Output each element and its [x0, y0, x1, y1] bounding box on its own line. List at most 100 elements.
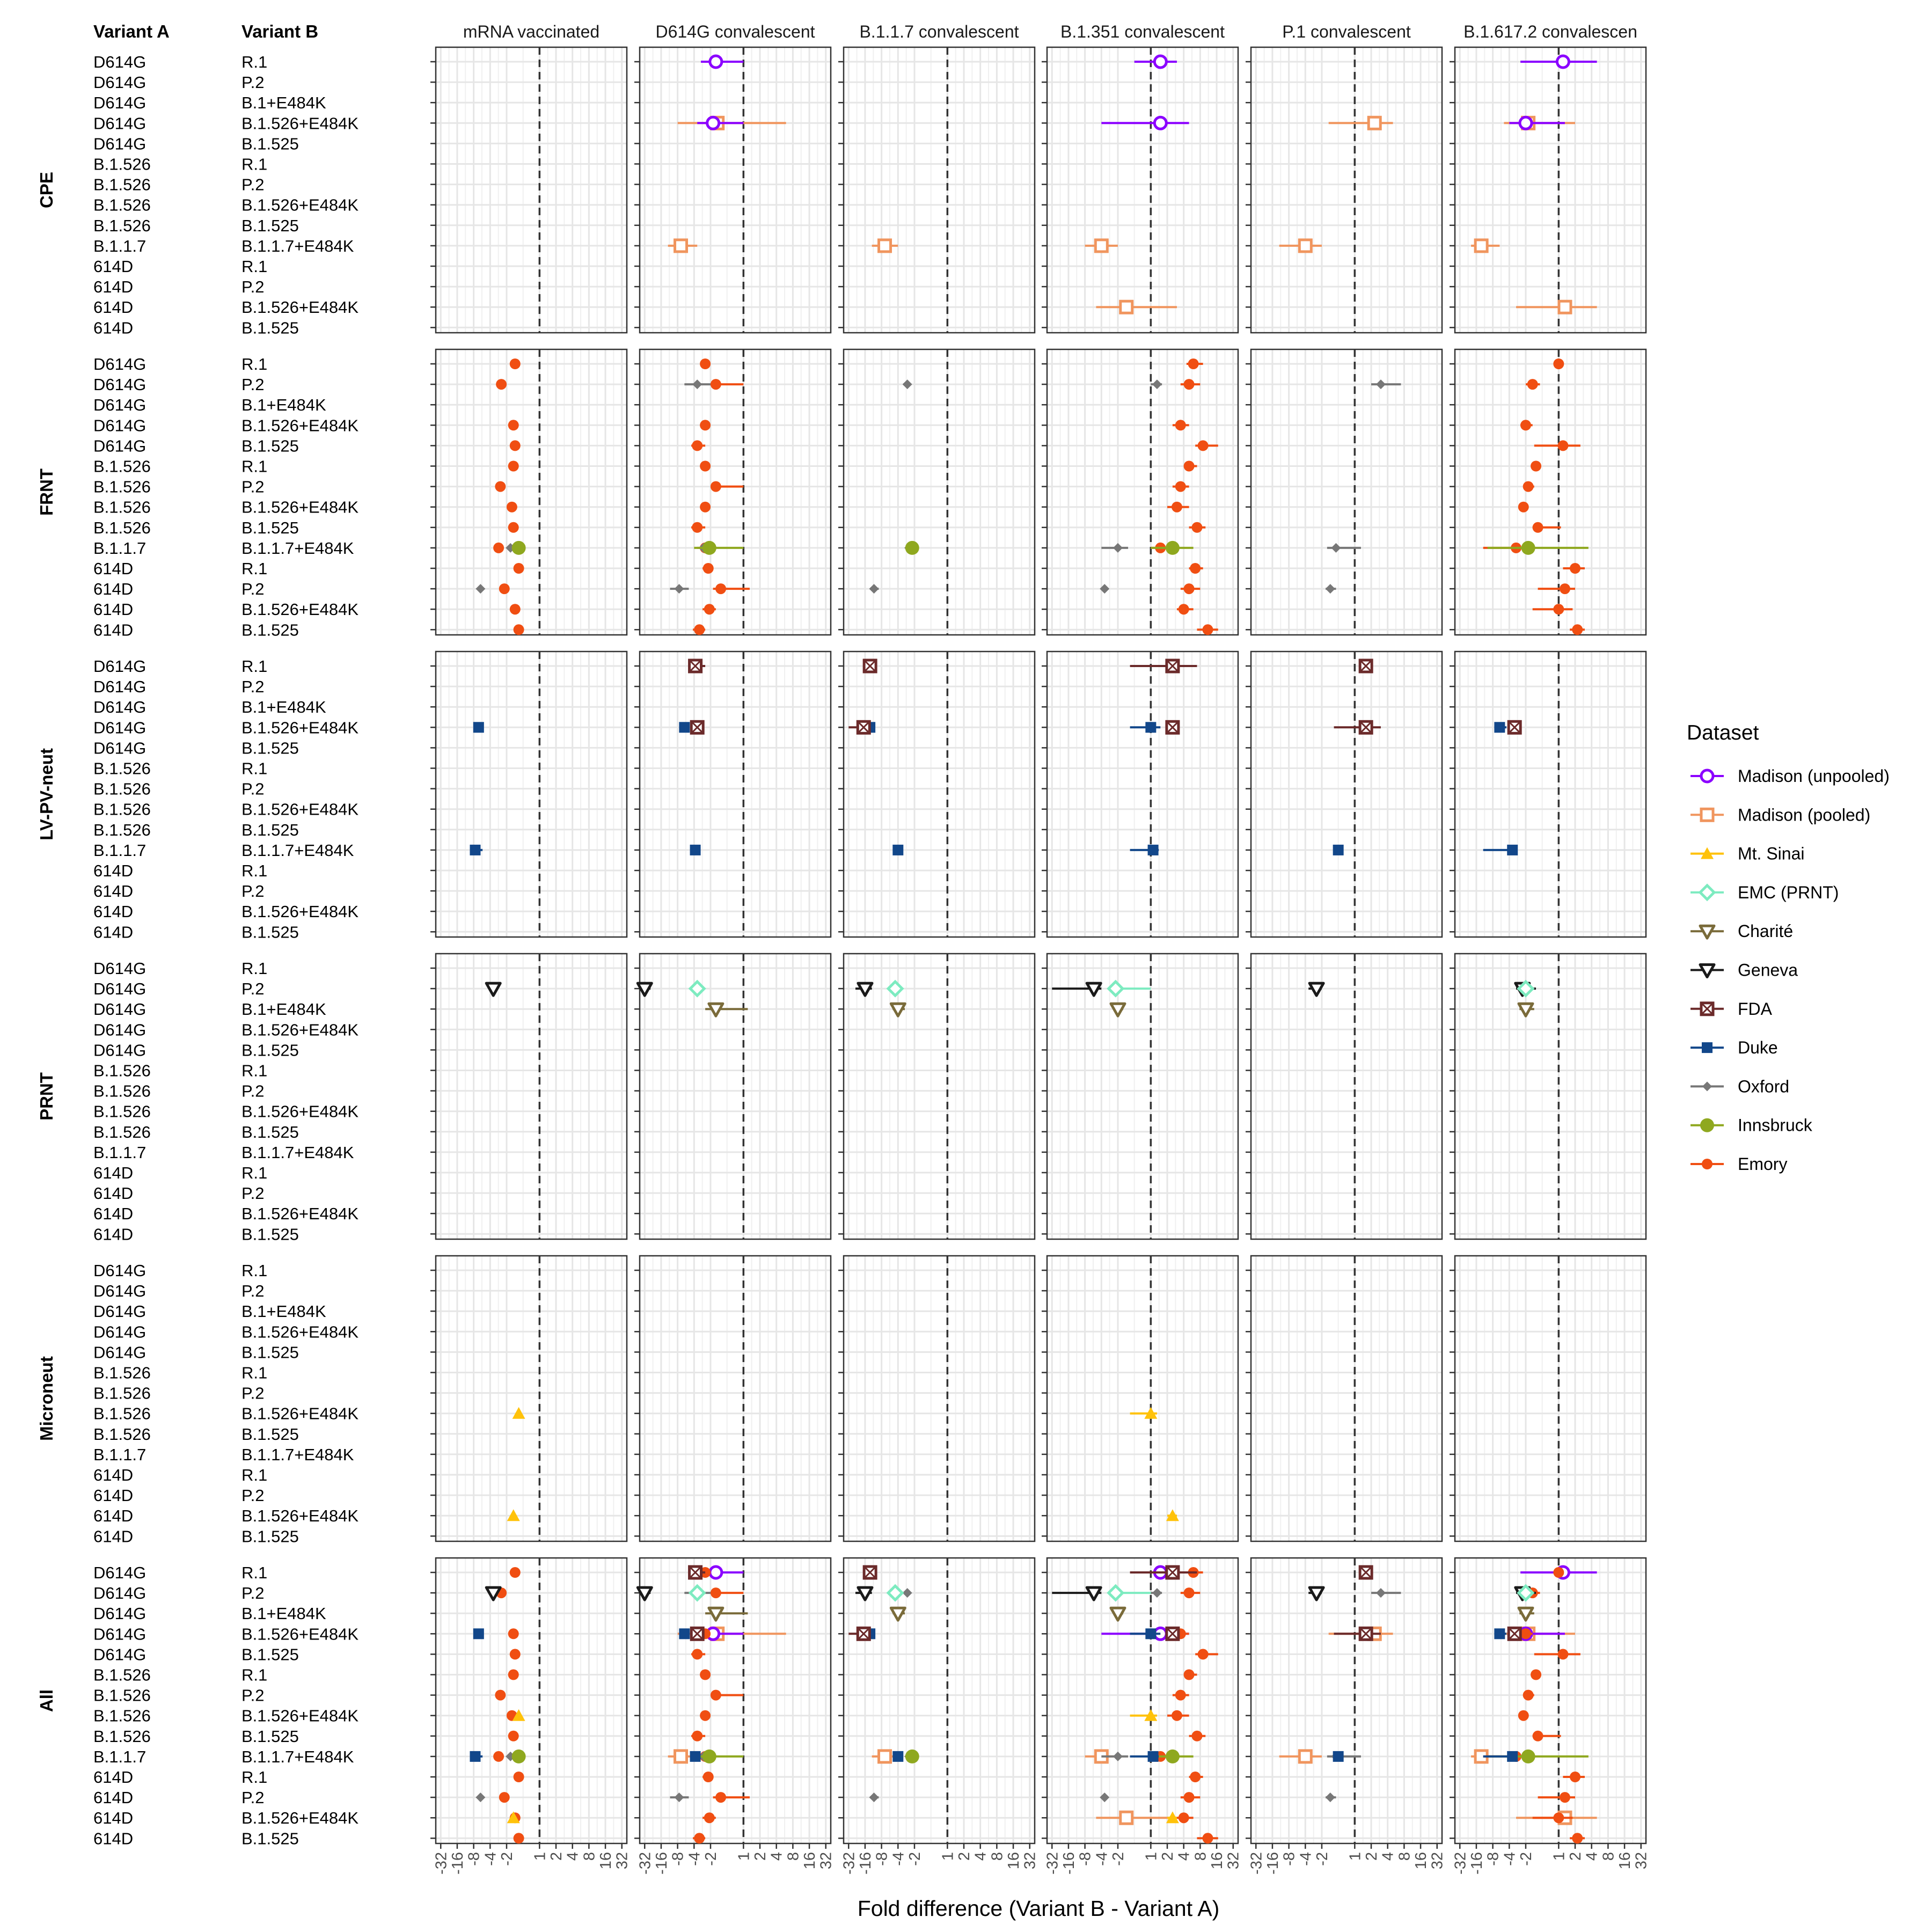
- row-label-variant-b: B.1.525: [241, 134, 299, 153]
- data-point-emory: [713, 1792, 750, 1803]
- data-point-duke: [473, 1628, 484, 1640]
- data-point-mt-sinai: [1130, 1709, 1158, 1721]
- data-point-geneva: [855, 1586, 874, 1601]
- row-label-variant-a: B.1.526: [93, 800, 151, 819]
- data-point-oxford: [1100, 584, 1110, 594]
- data-point-emory: [1532, 604, 1573, 615]
- row-label-variant-b: B.1.525: [241, 1225, 299, 1243]
- row-label-variant-a: B.1.1.7: [93, 841, 146, 860]
- data-point-emory: [1195, 440, 1218, 451]
- row-label-variant-a: D614G: [93, 1322, 146, 1341]
- facet-title: B.1.617.2 convalescen: [1463, 22, 1637, 41]
- data-point-madison-unpooled-: [1509, 115, 1565, 130]
- row-label-variant-b: P.2: [241, 882, 265, 901]
- row-label-variant-a: B.1.526: [93, 759, 151, 778]
- x-tick-label: 8: [581, 1852, 598, 1861]
- data-point-fda: [1507, 720, 1522, 735]
- row-label-variant-a: D614G: [93, 1584, 146, 1602]
- data-point-madison-unpooled-: [701, 54, 744, 69]
- panel-border: [1046, 348, 1239, 636]
- data-point-oxford: [1327, 1751, 1361, 1761]
- x-tick-label: -32: [433, 1852, 450, 1875]
- x-tick-label: -32: [636, 1852, 654, 1875]
- panel-border: [1250, 1255, 1443, 1542]
- data-point-duke: [1130, 722, 1161, 733]
- x-tick-label: 1: [939, 1852, 956, 1861]
- row-label-variant-a: B.1.526: [93, 196, 151, 215]
- data-point-emory: [1570, 624, 1585, 635]
- row-label-variant-a: 614D: [93, 902, 133, 921]
- x-tick-label: 32: [1429, 1852, 1446, 1869]
- row-label-variant-a: B.1.1.7: [93, 539, 146, 558]
- data-point-mt-sinai: [507, 1811, 520, 1824]
- data-point-fda: [688, 1565, 706, 1580]
- data-point-emory: [702, 604, 716, 615]
- data-point-emory: [495, 1689, 506, 1701]
- facet-panels: mRNA vaccinated D614G convalescent B.1.1.7…: [430, 22, 1650, 1875]
- data-point-madison-unpooled-: [1101, 115, 1189, 130]
- legend-item: Oxford: [1690, 1077, 1789, 1096]
- x-tick-label: 8: [1192, 1852, 1209, 1861]
- panel-border: [1046, 1255, 1239, 1542]
- data-point-emory: [700, 501, 711, 513]
- data-point-fda: [1358, 658, 1373, 674]
- panel-border: [639, 650, 832, 938]
- legend-label: Emory: [1738, 1154, 1787, 1174]
- data-point-duke: [1494, 722, 1507, 733]
- data-point-emory: [1180, 379, 1201, 390]
- row-label-variant-a: D614G: [93, 738, 146, 757]
- row-label-variant-a: 614D: [93, 1184, 133, 1203]
- row-label-variant-b: B.1.525: [241, 923, 299, 941]
- panel-border: [639, 953, 832, 1240]
- data-point-mt-sinai: [1166, 1811, 1179, 1824]
- data-point-innsbruck: [511, 1749, 526, 1763]
- row-label-variant-a: 614D: [93, 1225, 133, 1243]
- x-tick-label: -32: [1044, 1852, 1061, 1875]
- data-point-mt-sinai: [1166, 1509, 1179, 1521]
- data-point-mt-sinai: [507, 1509, 520, 1521]
- row-label-variant-a: B.1.1.7: [93, 1143, 146, 1162]
- data-point-emory: [1197, 624, 1218, 635]
- x-tick-label: -32: [1248, 1852, 1265, 1875]
- group-label: All: [36, 1689, 56, 1712]
- data-point-madison-pooled-: [1328, 115, 1393, 130]
- row-label-variant-b: B.1.526+E484K: [241, 1322, 358, 1341]
- row-label-variant-b: B.1.525: [241, 738, 299, 757]
- data-point-emory: [1195, 1649, 1218, 1660]
- data-point-oxford: [1101, 1751, 1129, 1761]
- data-point-innsbruck: [1487, 540, 1589, 555]
- row-label-variant-a: B.1.526: [93, 780, 151, 799]
- data-point-geneva: [1308, 982, 1325, 997]
- data-point-emory: [1532, 1730, 1561, 1741]
- row-label-variant-b: B.1.526+E484K: [241, 416, 358, 435]
- row-label-variant-b: P.2: [241, 677, 265, 696]
- legend-label: Oxford: [1738, 1077, 1789, 1096]
- row-label-variant-b: R.1: [241, 759, 267, 778]
- data-point-emory: [1520, 1628, 1533, 1640]
- panel-border: [435, 348, 628, 636]
- data-point-emory: [700, 1669, 711, 1680]
- row-label-variant-a: 614D: [93, 600, 133, 619]
- panel-border: [843, 650, 1036, 938]
- data-point-emc-prnt-: [1107, 979, 1151, 998]
- data-point-mt-sinai: [512, 1407, 525, 1419]
- row-label-variant-a: B.1.526: [93, 1062, 151, 1080]
- row-label-variant-b: P.2: [241, 1788, 265, 1807]
- row-label-variant-a: D614G: [93, 53, 146, 71]
- data-point-emory: [1523, 481, 1534, 492]
- row-label-variant-b: B.1+E484K: [241, 93, 326, 112]
- data-point-duke: [892, 1751, 904, 1762]
- row-label-variant-b: P.2: [241, 478, 265, 496]
- legend-item: Charité: [1690, 921, 1793, 941]
- x-tick-label: -16: [449, 1852, 466, 1875]
- row-label-variant-b: R.1: [241, 155, 267, 174]
- row-label-variant-b: R.1: [241, 355, 267, 374]
- row-label-variant-a: D614G: [93, 1020, 146, 1039]
- row-label-variant-a: D614G: [93, 73, 146, 92]
- row-label-variant-b: R.1: [241, 1563, 267, 1582]
- x-tick-label: 1: [1346, 1852, 1364, 1861]
- x-tick-label: -16: [1060, 1852, 1078, 1875]
- panel-border: [1250, 1557, 1443, 1845]
- data-point-emory: [700, 1710, 711, 1721]
- data-point-oxford: [684, 379, 711, 390]
